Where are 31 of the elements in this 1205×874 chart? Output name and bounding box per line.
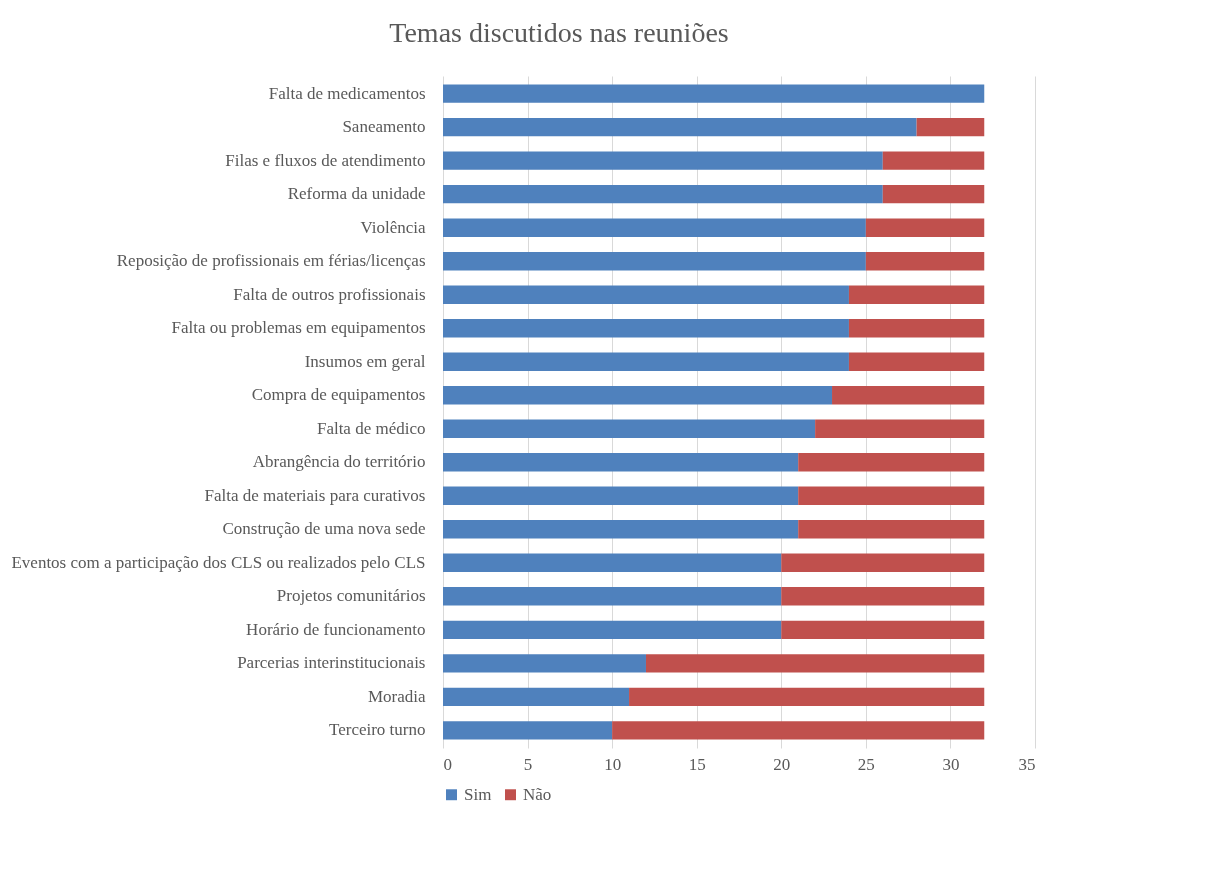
y-tick-label: Falta de materiais para curativos [204, 485, 426, 505]
y-tick-label: Projetos comunitários [276, 586, 426, 606]
y-tick-label: Insumos em geral [304, 351, 426, 371]
chart-title: Temas discutidos nas reuniões [389, 17, 729, 48]
y-tick-label: Falta de médico [316, 418, 426, 438]
x-tick-label: 15 [688, 754, 706, 774]
y-tick-label: Abrangência do território [252, 452, 426, 472]
y-tick-label: Terceiro turno [328, 720, 426, 740]
y-tick-label: Compra de equipamentos [251, 385, 426, 405]
y-tick-label: Falta de outros profissionais [233, 284, 426, 304]
x-tick-label: 30 [942, 754, 960, 774]
x-tick-label: 0 [443, 754, 452, 774]
y-tick-label: Filas e fluxos de atendimento [225, 150, 426, 170]
y-tick-label: Falta de medicamentos [268, 83, 426, 103]
legend-label: Não [523, 784, 552, 804]
y-tick-label: Violência [360, 217, 426, 237]
y-tick-label: Saneamento [342, 117, 426, 137]
x-tick-label: 25 [857, 754, 875, 774]
y-tick-label: Reforma da unidade [287, 184, 426, 204]
y-tick-label: Construção de uma nova sede [222, 519, 426, 539]
x-tick-label: 5 [523, 754, 533, 774]
y-tick-label: Moradia [367, 686, 426, 706]
legend-label: Sim [464, 784, 492, 804]
y-tick-label: Parcerias interinstitucionais [237, 653, 426, 673]
y-tick-label: Eventos com a participação dos CLS ou realizados pelo CLS [11, 552, 426, 572]
y-tick-label: Reposição de profissionais em férias/licenças [116, 251, 426, 271]
y-tick-label: Falta ou problemas em equipamentos [171, 318, 426, 338]
x-tick-label: 10 [604, 754, 622, 774]
x-tick-label: 20 [773, 754, 791, 774]
y-tick-label: Horário de funcionamento [246, 619, 426, 639]
x-tick-label: 35 [1018, 754, 1036, 774]
